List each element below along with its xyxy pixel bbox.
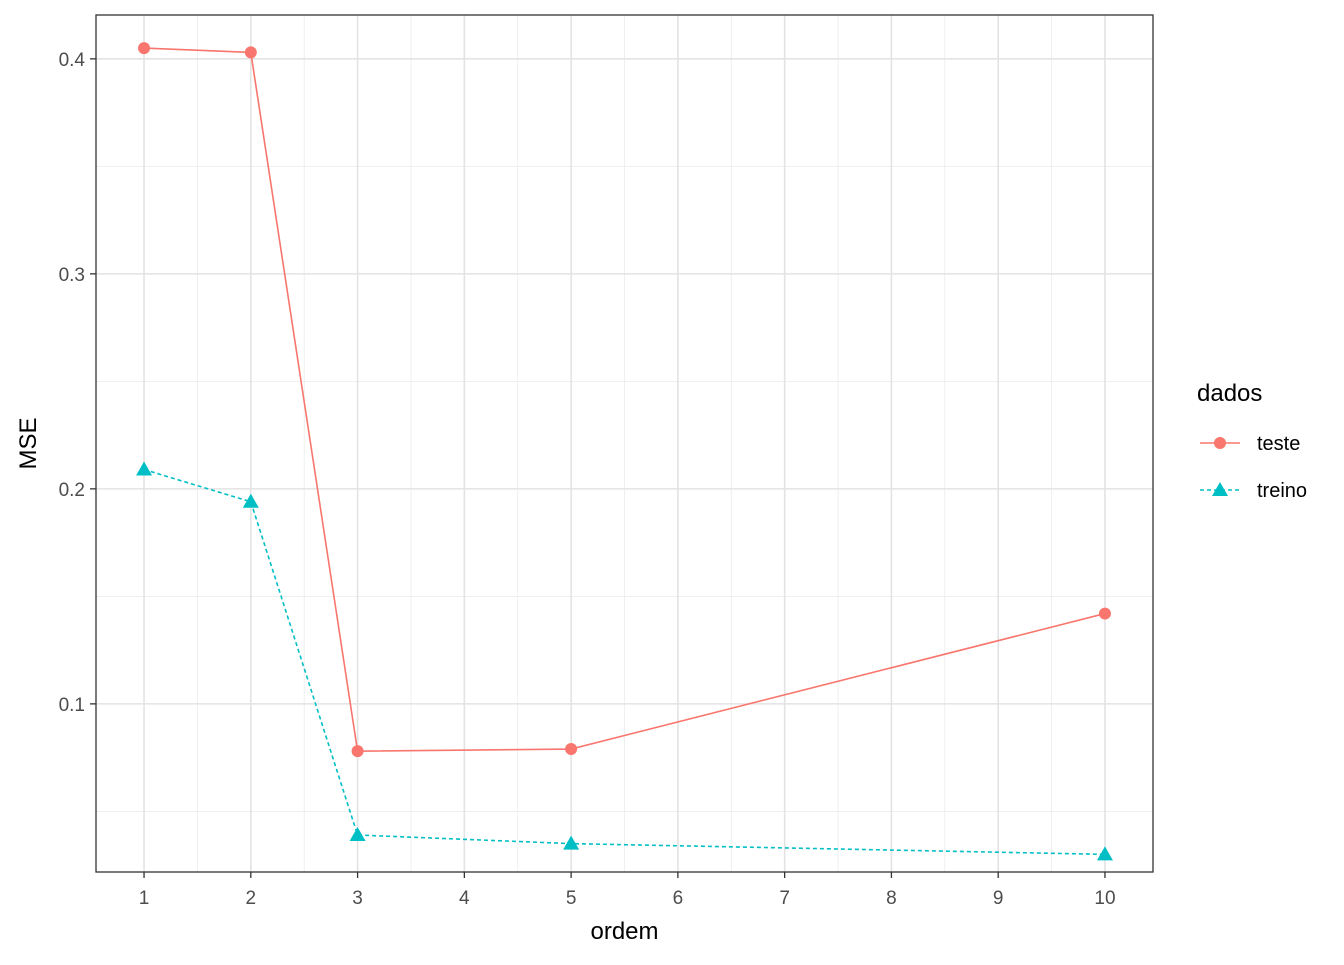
y-tick-label: 0.1 bbox=[59, 695, 85, 716]
series-treino bbox=[136, 461, 1113, 861]
legend: dados teste treino bbox=[1197, 380, 1307, 502]
data-point-teste bbox=[138, 42, 151, 55]
x-tick-label: 5 bbox=[566, 888, 577, 909]
data-point-teste bbox=[244, 46, 257, 59]
x-tick-label: 1 bbox=[139, 888, 150, 909]
axes: 1 2 3 4 5 6 7 8 9 10 0.1 0.2 0.3 0.4 bbox=[59, 50, 1116, 909]
legend-title: dados bbox=[1197, 380, 1262, 407]
x-tick-label: 7 bbox=[779, 888, 790, 909]
x-tick-label: 8 bbox=[886, 888, 897, 909]
data-point-treino bbox=[349, 827, 366, 842]
legend-key-marker-teste bbox=[1214, 437, 1226, 449]
data-point-treino bbox=[242, 493, 259, 508]
y-tick-label: 0.4 bbox=[59, 50, 86, 71]
series-layer bbox=[136, 42, 1113, 861]
legend-label-teste: teste bbox=[1257, 433, 1300, 455]
data-point-teste bbox=[351, 745, 364, 758]
x-tick-label: 2 bbox=[246, 888, 257, 909]
x-axis-title: ordem bbox=[590, 918, 658, 945]
x-tick-label: 9 bbox=[993, 888, 1004, 909]
data-point-teste bbox=[565, 743, 578, 756]
x-tick-label: 4 bbox=[459, 888, 470, 909]
x-tick-label: 10 bbox=[1094, 888, 1115, 909]
data-point-treino bbox=[563, 835, 580, 850]
y-axis-title: MSE bbox=[15, 417, 42, 469]
legend-label-treino: treino bbox=[1257, 480, 1307, 502]
grid-lines bbox=[96, 15, 1153, 872]
x-tick-label: 3 bbox=[352, 888, 363, 909]
legend-key-marker-treino bbox=[1212, 482, 1228, 496]
y-tick-label: 0.3 bbox=[59, 265, 85, 286]
data-point-teste bbox=[1098, 607, 1111, 620]
y-tick-label: 0.2 bbox=[59, 480, 85, 501]
data-point-treino bbox=[1096, 846, 1113, 861]
x-tick-label: 6 bbox=[673, 888, 684, 909]
series-teste bbox=[138, 42, 1111, 758]
plot-panel-border bbox=[95, 14, 1154, 873]
data-point-treino bbox=[136, 461, 153, 476]
